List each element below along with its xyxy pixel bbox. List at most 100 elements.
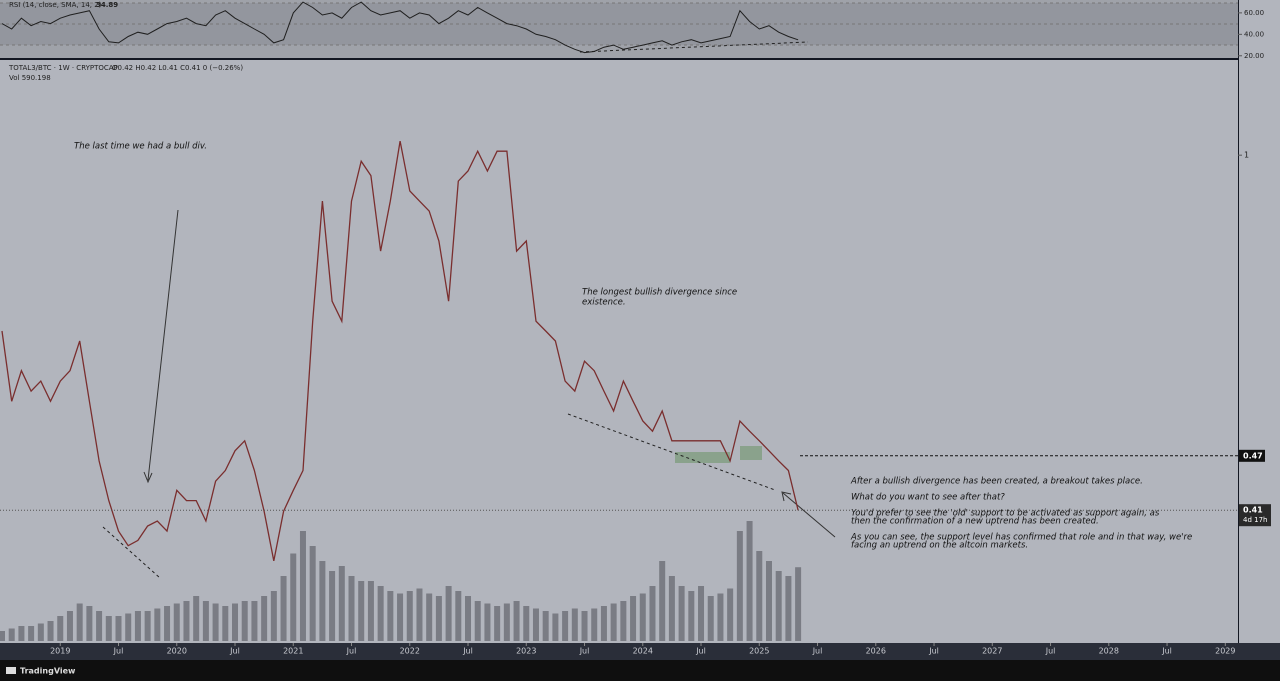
volume-bar: [795, 567, 802, 641]
volume-bar: [484, 603, 491, 641]
annotation: existence.: [582, 298, 626, 308]
volume-bar: [232, 603, 239, 641]
arrow: [782, 492, 836, 538]
volume-bar: [494, 606, 501, 641]
x-tick-label: 2028: [1099, 647, 1119, 656]
footer: [0, 660, 1280, 681]
volume-bar: [377, 586, 384, 641]
level-box: [1239, 449, 1265, 462]
x-tick-label: Jul: [695, 647, 706, 656]
volume-bar: [639, 593, 646, 641]
arrow-head: [143, 471, 153, 484]
volume-bar: [552, 613, 559, 641]
y-tick-label: 1: [1244, 151, 1249, 160]
support-zone: [675, 452, 730, 463]
volume-bar: [173, 603, 180, 641]
x-tick-label: 2022: [400, 647, 420, 656]
x-tick-label: 2026: [866, 647, 886, 656]
volume-bar: [86, 606, 93, 641]
volume-bar: [212, 603, 219, 641]
volume-bar: [562, 611, 569, 641]
arrow: [147, 209, 179, 481]
volume-bar: [474, 601, 481, 641]
time-axis: [0, 643, 1280, 660]
volume-bar: [736, 531, 743, 641]
x-tick-label: 2024: [633, 647, 653, 656]
price-axis: [1239, 0, 1280, 643]
volume-bar: [329, 571, 336, 641]
volume-bar: [523, 606, 530, 641]
volume-bar: [727, 588, 734, 641]
x-tick-label: 2020: [167, 647, 187, 656]
volume-bar: [707, 596, 714, 641]
annotation: The last time we had a bull div.: [74, 142, 207, 152]
volume-bar: [270, 591, 277, 641]
symbol: TOTAL3/BTC · 1W · CRYPTOCAP: [8, 64, 118, 72]
volume-bar: [445, 586, 452, 641]
y-tick-label: 60.00: [1244, 9, 1264, 17]
x-tick-label: 2021: [283, 647, 303, 656]
volume-bar: [348, 576, 355, 641]
level-label: 0.47: [1243, 451, 1263, 460]
last-price-box: [1239, 504, 1271, 527]
rsi-trend-line: [579, 41, 809, 53]
volume-bar: [591, 608, 598, 641]
trend-line: [567, 413, 776, 491]
volume-bar: [765, 561, 772, 641]
volume-bar: [251, 601, 258, 641]
volume-bar: [630, 596, 637, 641]
volume-bar: [678, 586, 685, 641]
logo: [6, 667, 16, 674]
volume-bar: [8, 628, 15, 641]
x-tick-label: Jul: [928, 647, 939, 656]
volume-bar: [47, 621, 54, 641]
volume-bar: [193, 596, 200, 641]
volume-label: Vol 590.198: [9, 74, 51, 82]
volume-bar: [202, 601, 209, 641]
volume-bar: [115, 616, 122, 641]
volume-bar: [164, 606, 171, 641]
x-tick-label: Jul: [579, 647, 590, 656]
x-tick-label: Jul: [113, 647, 124, 656]
price-pane: [0, 60, 1238, 643]
volume-bar: [125, 613, 132, 641]
x-tick-label: 2025: [749, 647, 769, 656]
volume-bar: [280, 576, 287, 641]
volume-bar: [144, 611, 151, 641]
volume-bar: [649, 586, 656, 641]
volume-bar: [746, 521, 753, 641]
volume-bar: [688, 591, 695, 641]
volume-bar: [290, 553, 297, 641]
volume-bar: [406, 591, 413, 641]
volume-bar: [532, 608, 539, 641]
volume-bar: [261, 596, 268, 641]
volume-bar: [18, 626, 25, 641]
volume-bar: [659, 561, 666, 641]
volume-bar: [299, 531, 306, 641]
annotation: After a bullish divergence has been crea…: [850, 477, 1143, 487]
volume-bar: [57, 616, 64, 641]
x-tick-label: 2019: [50, 647, 70, 656]
annotation: You'd prefer to see the 'old' support to…: [851, 509, 1160, 519]
volume-bar: [503, 603, 510, 641]
volume-bar: [96, 611, 103, 641]
x-tick-label: Jul: [1045, 647, 1056, 656]
x-tick-label: Jul: [462, 647, 473, 656]
x-tick-label: 2023: [516, 647, 536, 656]
volume-bar: [222, 606, 229, 641]
ohlc: O0.42 H0.42 L0.41 C0.41 0 (−0.26%): [112, 64, 243, 72]
x-tick-label: Jul: [812, 647, 823, 656]
volume-bar: [338, 566, 345, 641]
x-tick-label: 2029: [1215, 647, 1235, 656]
volume-bar: [37, 623, 44, 641]
volume-bar: [698, 586, 705, 641]
volume-bar: [397, 593, 404, 641]
annotation: What do you want to see after that?: [851, 493, 1005, 503]
arrow-head: [781, 491, 792, 502]
volume-bar: [358, 581, 365, 641]
trend-line: [102, 526, 161, 579]
volume-bar: [0, 631, 5, 641]
annotation: then the confirmation of a new uptrend h…: [851, 517, 1099, 527]
y-tick-label: 40.00: [1244, 30, 1264, 38]
